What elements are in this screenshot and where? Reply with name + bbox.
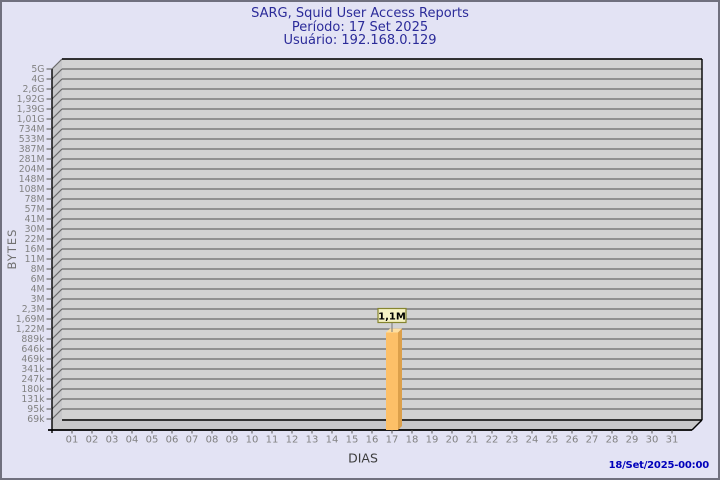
x-tick-label: 11 <box>266 435 279 446</box>
y-tick-label: 108M <box>19 184 45 195</box>
x-tick-label: 29 <box>626 435 639 446</box>
axes <box>48 58 703 433</box>
x-tick-label: 04 <box>126 435 139 446</box>
x-tick-label: 05 <box>146 435 159 446</box>
y-tick-label: 341k <box>21 364 45 375</box>
report-period: Período: 17 Set 2025 <box>291 19 429 35</box>
report-user: Usuário: 192.168.0.129 <box>283 33 437 48</box>
y-tick-label: 1,69M <box>16 314 45 325</box>
x-tick-label: 27 <box>586 435 599 446</box>
y-tick-label: 41M <box>25 214 45 225</box>
x-tick-label: 25 <box>546 435 559 446</box>
report-title: SARG, Squid User Access Reports <box>251 6 469 21</box>
y-tick-label: 5G <box>31 64 44 75</box>
x-tick-label: 06 <box>166 435 179 446</box>
y-tick-label: 2,6G <box>23 84 45 95</box>
x-tick-label: 22 <box>486 435 499 446</box>
x-tick-label: 08 <box>206 435 219 446</box>
y-tick-label: 6M <box>31 274 45 285</box>
y-tick-label: 646k <box>21 344 45 355</box>
x-tick-label: 13 <box>306 435 319 446</box>
y-tick-label: 3M <box>31 294 45 305</box>
y-tick-label: 180k <box>21 384 45 395</box>
bar-top-face <box>386 328 402 333</box>
y-axis: 5G4G2,6G1,92G1,39G1,01G734M533M387M281M2… <box>16 64 52 425</box>
y-tick-label: 4G <box>31 74 44 85</box>
x-tick-label: 07 <box>186 435 199 446</box>
y-tick-label: 1,22M <box>16 324 45 335</box>
x-tick-label: 17 <box>386 435 399 446</box>
x-tick-label: 15 <box>346 435 359 446</box>
y-tick-label: 1,01G <box>17 114 45 125</box>
x-axis-title: DIAS <box>348 451 378 466</box>
report-timestamp: 18/Set/2025-00:00 <box>608 460 710 471</box>
bar-front-face <box>386 332 398 430</box>
y-tick-label: 1,39G <box>17 104 45 115</box>
y-tick-label: 131k <box>21 394 45 405</box>
x-tick-label: 20 <box>446 435 459 446</box>
y-tick-label: 387M <box>19 144 45 155</box>
y-tick-label: 57M <box>25 204 45 215</box>
y-tick-label: 533M <box>19 134 45 145</box>
bar-value-box <box>377 307 407 324</box>
y-tick-label: 22M <box>25 234 45 245</box>
y-tick-label: 30M <box>25 224 45 235</box>
x-tick-label: 28 <box>606 435 619 446</box>
x-tick-label: 12 <box>286 435 299 446</box>
y-tick-label: 95k <box>27 404 45 415</box>
y-tick-label: 8M <box>31 264 45 275</box>
x-tick-label: 26 <box>566 435 579 446</box>
x-tick-label: 21 <box>466 435 479 446</box>
y-tick-label: 4M <box>31 284 45 295</box>
x-tick-label: 14 <box>326 435 339 446</box>
x-tick-label: 02 <box>86 435 99 446</box>
y-tick-label: 11M <box>25 254 45 265</box>
chart-floor <box>52 420 702 430</box>
y-tick-label: 469k <box>21 354 45 365</box>
x-tick-label: 03 <box>106 435 119 446</box>
y-tick-label: 2,3M <box>22 304 45 315</box>
y-tick-label: 204M <box>19 164 45 175</box>
y-axis-title: BYTES <box>5 229 19 270</box>
x-tick-label: 16 <box>366 435 379 446</box>
x-tick-label: 09 <box>226 435 239 446</box>
y-tick-label: 889k <box>21 334 45 345</box>
report-header: SARG, Squid User Access Reports Período:… <box>2 7 718 48</box>
bar-value-label: 1,1M <box>378 312 406 323</box>
x-tick-label: 19 <box>426 435 439 446</box>
gridlines <box>51 58 702 420</box>
x-tick-label: 23 <box>506 435 519 446</box>
x-tick-label: 30 <box>646 435 659 446</box>
x-tick-label: 01 <box>66 435 79 446</box>
x-tick-label: 24 <box>526 435 539 446</box>
y-tick-label: 69k <box>27 414 45 425</box>
bar-side-face <box>398 328 402 430</box>
y-tick-label: 734M <box>19 124 45 135</box>
x-tick-label: 10 <box>246 435 259 446</box>
x-tick-label: 31 <box>666 435 679 446</box>
bar-day-17: 1,1M <box>377 307 407 430</box>
y-tick-label: 281M <box>19 154 45 165</box>
y-tick-label: 148M <box>19 174 45 185</box>
x-tick-label: 18 <box>406 435 419 446</box>
y-tick-label: 78M <box>25 194 45 205</box>
y-tick-label: 247k <box>21 374 45 385</box>
x-axis: 01 02 03 04 05 06 07 08 09 10 11 12 13 14 15 16 17 18 19 20… <box>66 430 679 446</box>
y-tick-label: 16M <box>25 244 45 255</box>
y-tick-label: 1,92G <box>17 94 45 105</box>
